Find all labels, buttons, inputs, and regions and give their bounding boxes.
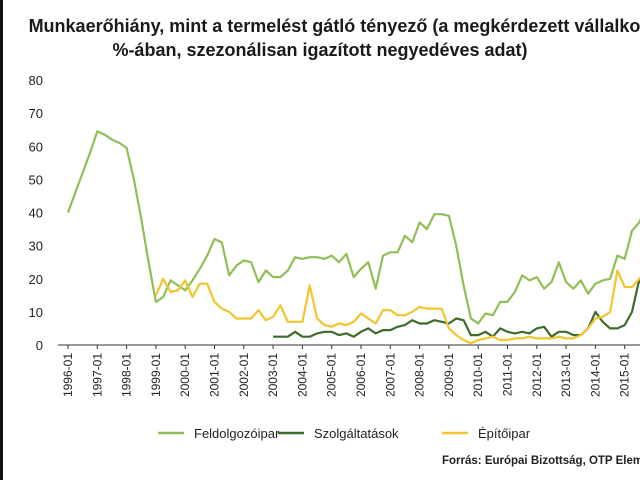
legend-label-epitoipar: Építőipar [478, 426, 531, 441]
y-tick-label: 10 [29, 305, 43, 320]
x-tick-label: 2015-01 [618, 353, 632, 397]
x-tick-label: 2012-01 [530, 353, 544, 397]
y-tick-label: 20 [29, 272, 43, 287]
x-tick-label: 2003-01 [266, 353, 280, 397]
x-tick-label: 2004-01 [295, 353, 309, 397]
y-tick-label: 80 [29, 73, 43, 88]
y-tick-label: 60 [29, 139, 43, 154]
series-layer [66, 130, 640, 345]
x-axis: 1996-01 1997-01 1998-01 1999-01 2000-01 2001-… [58, 344, 640, 397]
x-tick-label: 2010-01 [471, 353, 485, 397]
x-tick-label: 2011-01 [501, 353, 515, 396]
series-line-epitoipar [154, 269, 640, 345]
x-tick-label: 2001-01 [208, 353, 222, 397]
x-tick-label: 1997-01 [90, 353, 104, 397]
legend-label-feldolgozoipar: Feldolgozóipar [194, 426, 280, 441]
y-tick-label: 0 [36, 338, 43, 353]
x-tick-label: 2006-01 [354, 353, 368, 397]
y-tick-label: 30 [29, 239, 43, 254]
series-line-feldolgozoipar [66, 130, 640, 325]
x-tick-label: 2002-01 [237, 353, 251, 397]
x-tick-label: 2008-01 [413, 353, 427, 397]
x-tick-label: 2013-01 [559, 353, 573, 397]
y-tick-label: 70 [29, 106, 43, 121]
chart-title-line1: Munkaerőhiány, mint a termelést gátló té… [28, 16, 640, 36]
y-axis: 0 10 20 30 40 50 60 70 80 [29, 73, 43, 353]
series-line-szolgaltatasok [273, 277, 640, 338]
x-tick-label: 1996-01 [61, 353, 75, 397]
legend-label-szolgaltatasok: Szolgáltatások [314, 426, 399, 441]
chart-title-line2: %-ában, szezonálisan igazított negyedéve… [112, 40, 528, 60]
x-tick-label: 1999-01 [149, 353, 163, 397]
x-tick-label: 1998-01 [120, 353, 134, 397]
x-tick-label: 2005-01 [325, 353, 339, 397]
legend: Feldolgozóipar Szolgáltatások Építőipar [158, 426, 531, 441]
x-tick-label: 2014-01 [588, 353, 602, 397]
chart-title: Munkaerőhiány, mint a termelést gátló té… [0, 14, 640, 62]
x-tick-label: 2000-01 [178, 353, 192, 397]
source-note: Forrás: Európai Bizottság, OTP Elemzés [442, 455, 640, 467]
x-tick-label: 2009-01 [442, 353, 456, 397]
x-tick-label: 2007-01 [383, 353, 397, 397]
y-tick-label: 40 [29, 206, 43, 221]
y-tick-label: 50 [29, 172, 43, 187]
left-border [0, 0, 3, 480]
